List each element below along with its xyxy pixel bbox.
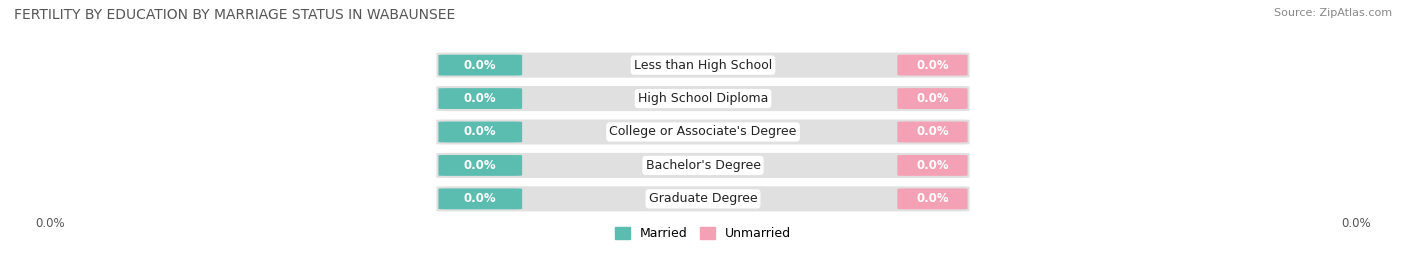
FancyBboxPatch shape [439, 188, 522, 209]
FancyBboxPatch shape [897, 155, 967, 176]
FancyBboxPatch shape [897, 122, 967, 142]
FancyBboxPatch shape [897, 55, 967, 76]
FancyBboxPatch shape [439, 122, 522, 142]
Text: Less than High School: Less than High School [634, 59, 772, 72]
Text: FERTILITY BY EDUCATION BY MARRIAGE STATUS IN WABAUNSEE: FERTILITY BY EDUCATION BY MARRIAGE STATU… [14, 8, 456, 22]
Text: 0.0%: 0.0% [917, 159, 949, 172]
Text: 0.0%: 0.0% [1341, 217, 1371, 230]
Text: 0.0%: 0.0% [464, 126, 496, 139]
FancyBboxPatch shape [436, 53, 970, 78]
Text: College or Associate's Degree: College or Associate's Degree [609, 126, 797, 139]
FancyBboxPatch shape [897, 188, 967, 209]
Text: 0.0%: 0.0% [35, 217, 65, 230]
Text: 0.0%: 0.0% [917, 92, 949, 105]
FancyBboxPatch shape [439, 155, 522, 176]
FancyBboxPatch shape [436, 186, 970, 211]
Text: 0.0%: 0.0% [464, 192, 496, 205]
FancyBboxPatch shape [439, 55, 522, 76]
Text: 0.0%: 0.0% [464, 92, 496, 105]
FancyBboxPatch shape [436, 86, 970, 111]
FancyBboxPatch shape [436, 153, 970, 178]
Text: 0.0%: 0.0% [917, 59, 949, 72]
Text: Graduate Degree: Graduate Degree [648, 192, 758, 205]
Legend: Married, Unmarried: Married, Unmarried [610, 222, 796, 245]
Text: Bachelor's Degree: Bachelor's Degree [645, 159, 761, 172]
Text: High School Diploma: High School Diploma [638, 92, 768, 105]
FancyBboxPatch shape [436, 119, 970, 144]
Text: 0.0%: 0.0% [464, 59, 496, 72]
FancyBboxPatch shape [897, 88, 967, 109]
Text: Source: ZipAtlas.com: Source: ZipAtlas.com [1274, 8, 1392, 18]
Text: 0.0%: 0.0% [917, 126, 949, 139]
FancyBboxPatch shape [439, 88, 522, 109]
Text: 0.0%: 0.0% [464, 159, 496, 172]
Text: 0.0%: 0.0% [917, 192, 949, 205]
